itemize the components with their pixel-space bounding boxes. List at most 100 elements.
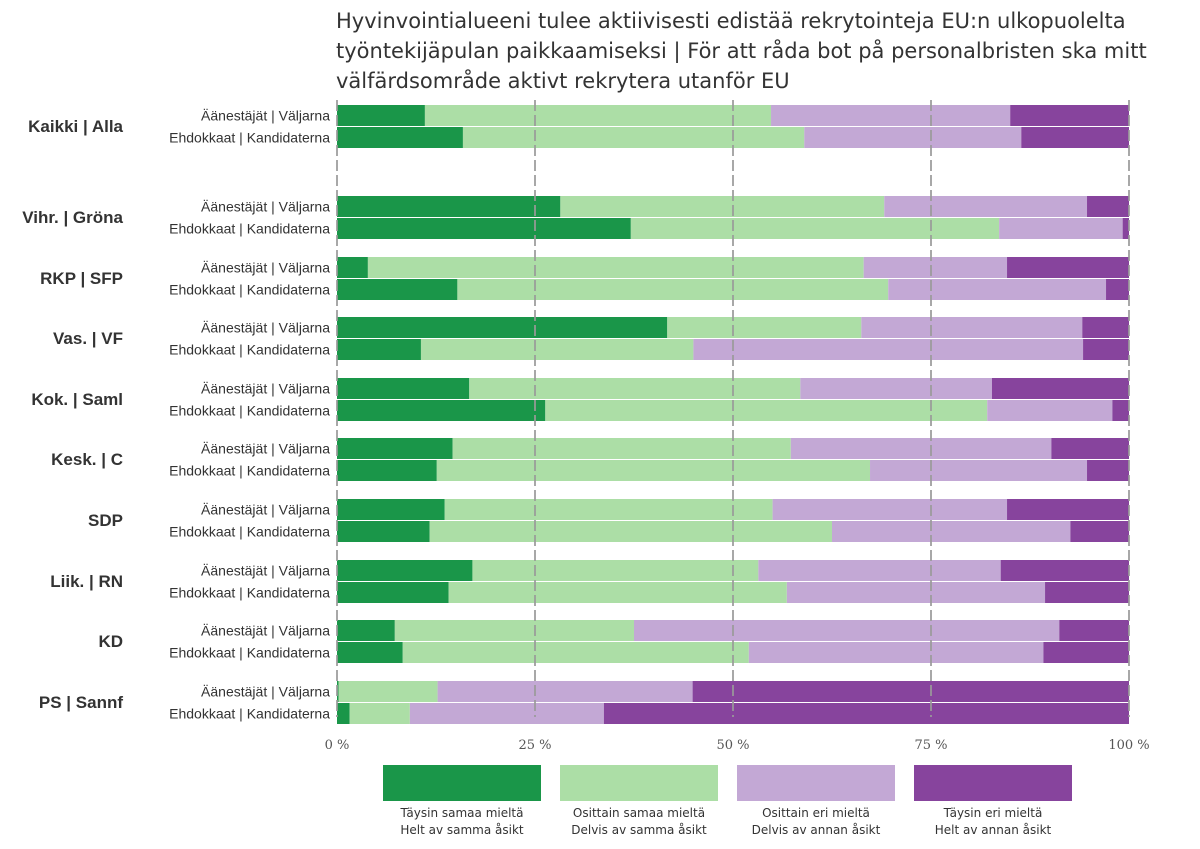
bar-segment-strongly-agree bbox=[337, 560, 473, 581]
bar-segment-strongly-agree bbox=[337, 400, 546, 421]
bar-segment-strongly-disagree bbox=[1043, 642, 1129, 663]
bar-segment-partly-disagree bbox=[999, 218, 1123, 239]
bar-segment-strongly-agree bbox=[337, 499, 445, 520]
bar-segment-partly-agree bbox=[338, 681, 438, 702]
bar-segment-strongly-disagree bbox=[1021, 127, 1129, 148]
bar-segment-partly-disagree bbox=[758, 560, 1001, 581]
bar-segment-partly-agree bbox=[429, 521, 832, 542]
bar-segment-strongly-disagree bbox=[603, 703, 1129, 724]
bar-segment-partly-disagree bbox=[786, 582, 1046, 603]
group-label: KD bbox=[98, 632, 123, 651]
row-label: Äänestäjät | Väljarna bbox=[201, 623, 330, 639]
row-label: Äänestäjät | Väljarna bbox=[201, 381, 330, 397]
bar-segment-partly-agree bbox=[545, 400, 988, 421]
group-label: SDP bbox=[88, 511, 123, 530]
bar-segment-partly-disagree bbox=[634, 620, 1060, 641]
bar-segment-partly-disagree bbox=[987, 400, 1113, 421]
bar-segment-partly-agree bbox=[420, 339, 694, 360]
legend-label-fi: Täysin eri mieltä bbox=[943, 806, 1043, 820]
row-label: Ehdokkaat | Kandidaterna bbox=[169, 221, 330, 237]
row-label: Äänestäjät | Väljarna bbox=[201, 441, 330, 457]
bar-segment-strongly-agree bbox=[337, 196, 561, 217]
bar-segment-strongly-agree bbox=[337, 620, 395, 641]
bar-segment-strongly-disagree bbox=[1010, 105, 1129, 126]
bar-segment-partly-disagree bbox=[409, 703, 604, 724]
legend-label-fi: Osittain samaa mieltä bbox=[572, 806, 706, 820]
bar-segment-partly-disagree bbox=[884, 196, 1088, 217]
row-label: Ehdokkaat | Kandidaterna bbox=[169, 463, 330, 479]
bar-segment-strongly-disagree bbox=[1122, 218, 1129, 239]
row-label: Ehdokkaat | Kandidaterna bbox=[169, 130, 330, 146]
legend-label-fi: Osittain eri mieltä bbox=[762, 806, 870, 820]
row-label: Äänestäjät | Väljarna bbox=[201, 684, 330, 700]
bar-segment-strongly-disagree bbox=[1000, 560, 1129, 581]
group-label: Kesk. | C bbox=[51, 450, 123, 469]
bar-segment-partly-agree bbox=[436, 460, 871, 481]
bar-segment-partly-agree bbox=[448, 582, 787, 603]
group-label: Kok. | Saml bbox=[31, 390, 123, 409]
x-tick-label: 75 % bbox=[914, 738, 947, 753]
chart-title-line-1: Hyvinvointialueeni tulee aktiivisesti ed… bbox=[336, 9, 1126, 33]
bar-segment-strongly-agree bbox=[337, 279, 458, 300]
bar-segment-partly-agree bbox=[444, 499, 773, 520]
group-label: Vas. | VF bbox=[53, 329, 123, 348]
bar-segment-strongly-agree bbox=[337, 642, 403, 663]
legend-label-strongly-agree: Täysin samaa mieltä Helt av samma åsikt bbox=[383, 805, 541, 839]
x-tick-label: 25 % bbox=[518, 738, 551, 753]
bar-segment-partly-disagree bbox=[861, 317, 1083, 338]
row-label: Äänestäjät | Väljarna bbox=[201, 563, 330, 579]
bar-segment-partly-agree bbox=[452, 438, 791, 459]
group-label: Liik. | RN bbox=[50, 572, 123, 591]
legend-label-sv: Helt av annan åsikt bbox=[934, 823, 1052, 837]
bar-segment-partly-agree bbox=[402, 642, 749, 663]
bar-segment-strongly-agree bbox=[337, 460, 437, 481]
bar-segment-partly-agree bbox=[457, 279, 889, 300]
bar-segment-partly-agree bbox=[367, 257, 864, 278]
row-label: Ehdokkaat | Kandidaterna bbox=[169, 645, 330, 661]
legend-swatch-strongly-agree bbox=[383, 765, 541, 801]
bar-segment-partly-agree bbox=[424, 105, 772, 126]
bar-segment-strongly-disagree bbox=[991, 378, 1129, 399]
bar-segment-partly-disagree bbox=[748, 642, 1044, 663]
bar-segment-strongly-disagree bbox=[1087, 196, 1129, 217]
chart-title-line-2: työntekijäpulan paikkaamiseksi | För att… bbox=[336, 39, 1147, 63]
bar-segment-strongly-agree bbox=[337, 105, 425, 126]
bar-segment-partly-agree bbox=[630, 218, 1000, 239]
bar-segment-partly-agree bbox=[349, 703, 410, 724]
row-label: Ehdokkaat | Kandidaterna bbox=[169, 706, 330, 722]
legend-label-fi: Täysin samaa mieltä bbox=[400, 806, 524, 820]
bar-segment-partly-disagree bbox=[870, 460, 1088, 481]
row-label: Äänestäjät | Väljarna bbox=[201, 199, 330, 215]
bar-segment-partly-disagree bbox=[790, 438, 1052, 459]
bar-segment-strongly-disagree bbox=[1082, 317, 1129, 338]
bar-segment-strongly-agree bbox=[337, 438, 453, 459]
bar-segment-partly-agree bbox=[394, 620, 634, 641]
bar-segment-strongly-disagree bbox=[1059, 620, 1129, 641]
stacked-bar-chart: Äänestäjät | Väljarna Ehdokkaat | Kandida… bbox=[22, 100, 1150, 753]
legend-swatch-strongly-disagree bbox=[914, 765, 1072, 801]
group-label: Kaikki | Alla bbox=[28, 117, 123, 136]
bar-segment-partly-disagree bbox=[804, 127, 1022, 148]
bar-segment-strongly-agree bbox=[337, 582, 449, 603]
bar-segment-partly-disagree bbox=[771, 105, 1011, 126]
bar-segment-partly-disagree bbox=[800, 378, 992, 399]
legend-item-strongly-agree: Täysin samaa mieltä Helt av samma åsikt bbox=[383, 765, 541, 839]
bar-segment-partly-disagree bbox=[863, 257, 1008, 278]
bar-segment-partly-disagree bbox=[437, 681, 693, 702]
legend-item-partly-disagree: Osittain eri mieltä Delvis av annan åsik… bbox=[737, 765, 895, 839]
legend-item-strongly-disagree: Täysin eri mieltä Helt av annan åsikt bbox=[914, 765, 1072, 839]
row-label: Äänestäjät | Väljarna bbox=[201, 108, 330, 124]
row-label: Ehdokkaat | Kandidaterna bbox=[169, 282, 330, 298]
group-label: Vihr. | Gröna bbox=[22, 208, 123, 227]
row-label: Ehdokkaat | Kandidaterna bbox=[169, 403, 330, 419]
x-tick-label: 100 % bbox=[1108, 738, 1149, 753]
bar-segment-partly-disagree bbox=[693, 339, 1084, 360]
bar-segment-strongly-disagree bbox=[1106, 279, 1129, 300]
legend-swatch-partly-agree bbox=[560, 765, 718, 801]
bar-segment-strongly-disagree bbox=[692, 681, 1129, 702]
bar-segment-strongly-agree bbox=[337, 218, 631, 239]
legend-label-sv: Delvis av annan åsikt bbox=[751, 823, 881, 837]
chart-title-line-3: välfärdsområde aktivt rekrytera utanför … bbox=[336, 69, 790, 93]
bar-segment-strongly-agree bbox=[337, 317, 668, 338]
row-label: Äänestäjät | Väljarna bbox=[201, 502, 330, 518]
